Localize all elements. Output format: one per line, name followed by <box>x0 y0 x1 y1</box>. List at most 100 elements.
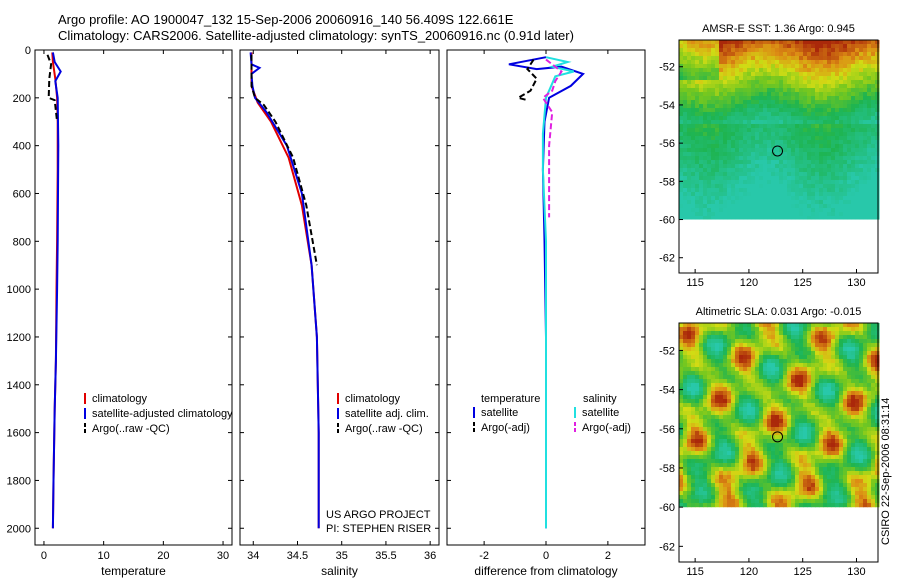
heatmap-cell <box>759 64 764 69</box>
heatmap-cell <box>727 331 732 336</box>
heatmap-cell <box>727 411 732 416</box>
heatmap-cell <box>823 475 828 480</box>
heatmap-cell <box>771 176 776 181</box>
heatmap-cell <box>835 88 840 93</box>
heatmap-cell <box>751 124 756 129</box>
heatmap-cell <box>743 112 748 117</box>
heatmap-cell <box>751 176 756 181</box>
heatmap-cell <box>863 40 868 45</box>
heatmap-cell <box>835 172 840 177</box>
heatmap-cell <box>815 343 820 348</box>
heatmap-cell <box>751 351 756 356</box>
heatmap-cell <box>763 216 768 220</box>
heatmap-cell <box>795 100 800 105</box>
heatmap-cell <box>811 327 816 332</box>
heatmap-cell <box>839 447 844 452</box>
heatmap-cell <box>835 395 840 400</box>
heatmap-cell <box>739 339 744 344</box>
heatmap-cell <box>683 48 688 53</box>
heatmap-cell <box>707 443 712 448</box>
heatmap-cell <box>855 467 860 472</box>
heatmap-cell <box>731 180 736 185</box>
heatmap-cell <box>811 447 816 452</box>
heatmap-cell <box>815 447 820 452</box>
heatmap-cell <box>847 427 852 432</box>
heatmap-cell <box>847 168 852 173</box>
heatmap-cell <box>779 415 784 420</box>
heatmap-cell <box>803 128 808 133</box>
heatmap-cell <box>803 391 808 396</box>
heatmap-cell <box>783 72 788 77</box>
heatmap-cell <box>843 152 848 157</box>
heatmap-cell <box>703 359 708 364</box>
heatmap-cell <box>783 419 788 424</box>
heatmap-cell <box>719 431 724 436</box>
heatmap-cell <box>827 423 832 428</box>
heatmap-cell <box>683 459 688 464</box>
heatmap-cell <box>803 379 808 384</box>
heatmap-cell <box>827 96 832 101</box>
heatmap-cell <box>851 84 856 89</box>
heatmap-cell <box>687 475 692 480</box>
heatmap-cell <box>699 327 704 332</box>
heatmap-cell <box>763 467 768 472</box>
heatmap-cell <box>815 363 820 368</box>
heatmap-cell <box>735 479 740 484</box>
heatmap-cell <box>751 116 756 121</box>
heatmap-cell <box>855 212 860 217</box>
heatmap-cell <box>795 124 800 129</box>
heatmap-cell <box>747 216 752 220</box>
heatmap-cell <box>819 100 824 105</box>
heatmap-cell <box>843 479 848 484</box>
heatmap-cell <box>687 180 692 185</box>
heatmap-cell <box>719 80 724 85</box>
heatmap-cell <box>863 491 868 496</box>
heatmap-cell <box>831 395 836 400</box>
heatmap-cell <box>747 491 752 496</box>
heatmap-cell <box>787 120 792 125</box>
heatmap-cell <box>823 335 828 340</box>
heatmap-cell <box>795 44 800 49</box>
heatmap-cell <box>811 96 816 101</box>
heatmap-cell <box>683 487 688 492</box>
heatmap-cell <box>771 168 776 173</box>
heatmap-cell <box>859 164 864 169</box>
heatmap-cell <box>831 427 836 432</box>
heatmap-cell <box>831 68 836 73</box>
heatmap-cell <box>867 156 872 161</box>
heatmap-cell <box>703 132 708 137</box>
heatmap-cell <box>703 196 708 201</box>
heatmap-cell <box>699 471 704 476</box>
heatmap-cell <box>839 439 844 444</box>
heatmap-cell <box>779 371 784 376</box>
heatmap-cell <box>767 96 772 101</box>
heatmap-cell <box>703 108 708 113</box>
heatmap-cell <box>787 152 792 157</box>
heatmap-cell <box>787 56 792 61</box>
heatmap-cell <box>823 144 828 149</box>
heatmap-cell <box>779 479 784 484</box>
heatmap-cell <box>763 204 768 209</box>
heatmap-cell <box>687 128 692 133</box>
heatmap-cell <box>707 383 712 388</box>
heatmap-cell <box>839 411 844 416</box>
heatmap-cell <box>771 423 776 428</box>
heatmap-cell <box>807 68 812 73</box>
heatmap-cell <box>719 68 724 73</box>
heatmap-cell <box>791 343 796 348</box>
heatmap-cell <box>843 455 848 460</box>
heatmap-cell <box>723 124 728 129</box>
heatmap-cell <box>799 407 804 412</box>
heatmap-cell <box>847 343 852 348</box>
heatmap-cell <box>839 399 844 404</box>
heatmap-cell <box>827 419 832 424</box>
heatmap-cell <box>835 447 840 452</box>
heatmap-cell <box>835 467 840 472</box>
heatmap-cell <box>727 188 732 193</box>
heatmap-cell <box>839 395 844 400</box>
heatmap-cell <box>715 387 720 392</box>
heatmap-cell <box>795 96 800 101</box>
heatmap-cell <box>699 451 704 456</box>
heatmap-cell <box>859 375 864 380</box>
heatmap-cell <box>875 200 880 205</box>
